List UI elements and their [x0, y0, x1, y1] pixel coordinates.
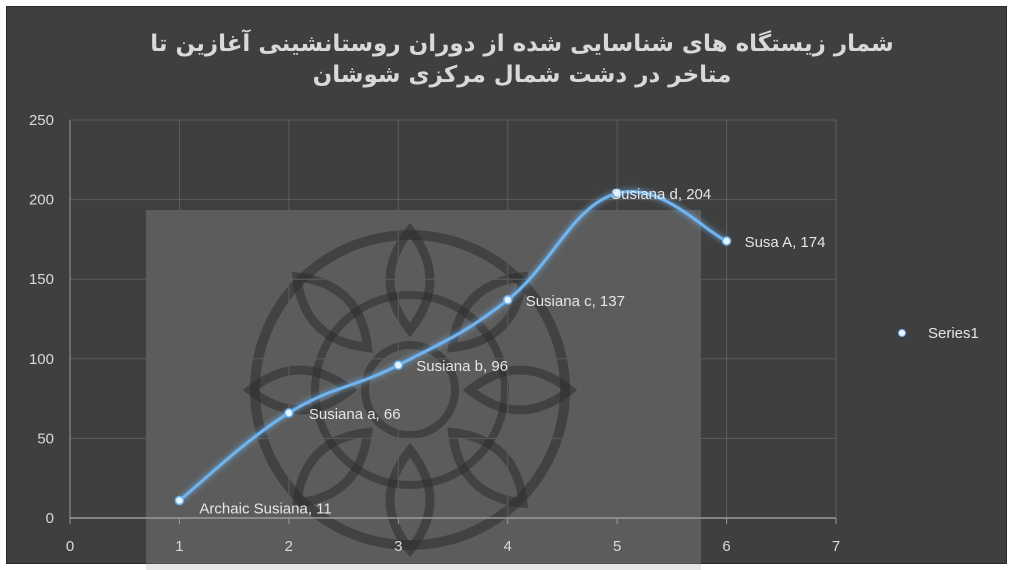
y-tick-label: 100	[29, 351, 54, 368]
watermark	[146, 210, 701, 570]
data-label: Susiana c, 137	[526, 293, 625, 310]
data-labels: Archaic Susiana, 11 Susiana a, 66 Susiana …	[199, 186, 825, 517]
axes	[69, 120, 837, 524]
series-layer	[174, 188, 732, 506]
watermark-panel	[146, 210, 701, 570]
data-point-marker	[393, 360, 404, 370]
x-tick-label: 6	[722, 538, 730, 555]
y-tick-label: 150	[29, 271, 54, 288]
x-tick-label: 0	[66, 538, 74, 555]
gridlines	[70, 119, 837, 518]
y-tick-label: 50	[37, 430, 54, 447]
data-label: Susa A, 174	[745, 234, 826, 251]
chart-frame: شمار زیستگاه های شناسایی شده از دوران رو…	[6, 6, 1007, 564]
x-tick-label: 3	[394, 538, 402, 555]
rosette-watermark-icon	[242, 222, 578, 558]
data-label: Archaic Susiana, 11	[199, 500, 331, 517]
legend-series-label: Series1	[928, 325, 979, 342]
data-point-marker	[612, 188, 622, 198]
x-tick-label: 1	[175, 538, 183, 555]
data-point-marker	[721, 236, 732, 246]
data-point-marker	[284, 408, 294, 418]
x-tick-label: 5	[613, 538, 621, 555]
y-tick-label: 200	[29, 192, 54, 209]
data-point-marker	[174, 495, 185, 506]
y-tick-label: 250	[29, 112, 54, 129]
series-line	[178, 190, 728, 502]
data-label: Susiana d, 204	[611, 186, 711, 203]
chart-title: شمار زیستگاه های شناسایی شده از دوران رو…	[150, 31, 894, 88]
data-label: Susiana b, 96	[416, 358, 508, 375]
tick-labels: 0 50 100 150 200 250 0 1 2 3 4 5 6 7	[29, 112, 840, 555]
data-point-marker	[502, 295, 513, 305]
y-tick-label: 0	[46, 510, 54, 527]
x-tick-label: 2	[285, 538, 293, 555]
legend-series-marker	[898, 329, 906, 337]
data-label: Susiana a, 66	[309, 406, 401, 423]
legend: Series1	[880, 325, 979, 342]
x-tick-label: 4	[504, 538, 512, 555]
x-tick-label: 7	[832, 538, 840, 555]
